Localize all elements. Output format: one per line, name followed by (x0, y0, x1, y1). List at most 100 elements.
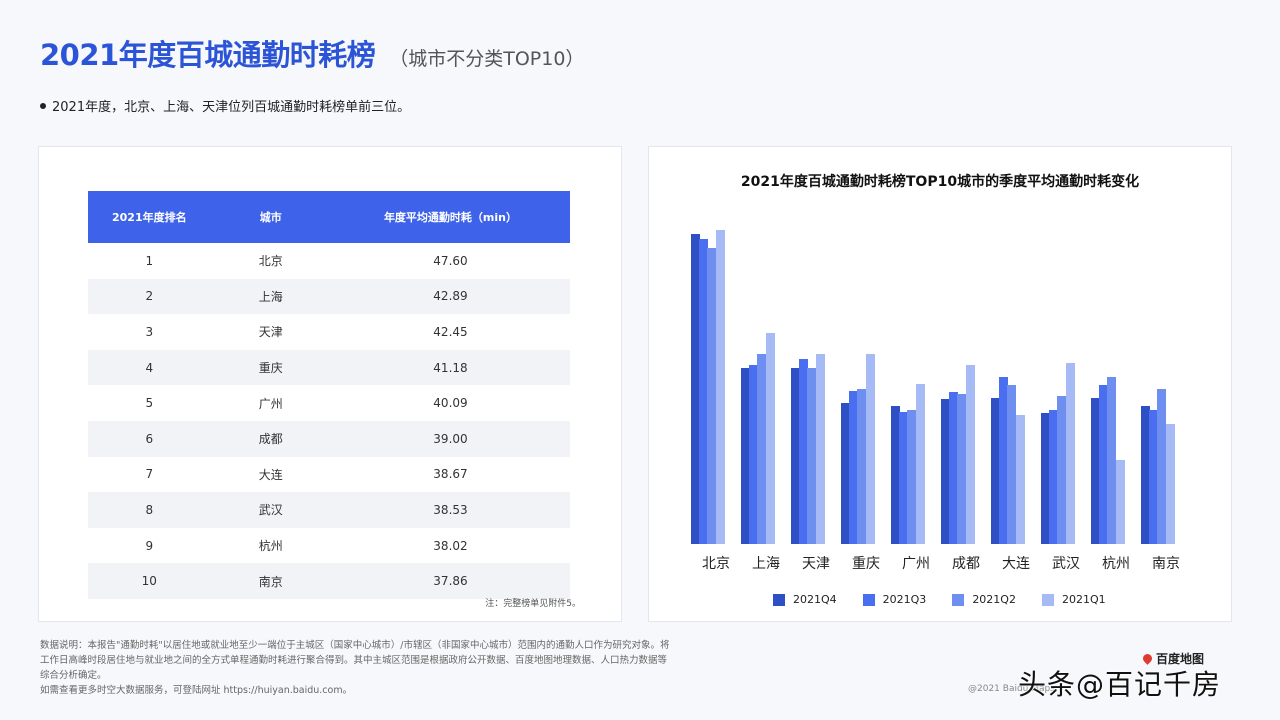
cell-value: 42.45 (433, 324, 468, 339)
legend-label: 2021Q3 (882, 593, 927, 606)
bar-2021Q2 (907, 409, 917, 544)
bar-2021Q4 (1041, 413, 1050, 544)
bar-2021Q2 (807, 368, 817, 544)
bar-2021Q2 (1057, 395, 1067, 544)
bar-group (891, 207, 941, 544)
bar-2021Q2 (1007, 385, 1017, 544)
bar-group (991, 207, 1041, 544)
bar-2021Q1 (865, 354, 875, 544)
x-label: 天津 (802, 556, 830, 572)
data-description: 数据说明：本报告"通勤时耗"以居住地或就业地至少一端位于主城区（国家中心城市）/… (40, 638, 810, 698)
bar-2021Q1 (1065, 362, 1075, 544)
table-row: 1 北京 47.60 (88, 243, 570, 279)
page-title: 2021年度百城通勤时耗榜 （城市不分类TOP10） (40, 32, 584, 74)
bar-chart-plot (691, 207, 1191, 544)
summary-text: 2021年度，北京、上海、天津位列百城通勤时耗榜单前三位。 (52, 100, 411, 115)
legend-swatch-icon (862, 593, 875, 606)
bar-2021Q3 (699, 239, 709, 544)
table-note: 注：完整榜单见附件5。 (485, 599, 581, 609)
cell-value: 38.67 (433, 467, 468, 482)
cell-city: 南京 (210, 563, 331, 599)
bar-2021Q4 (891, 406, 900, 544)
bar-group (841, 207, 891, 544)
cell-value: 39.00 (330, 420, 570, 457)
bar-2021Q4 (941, 399, 950, 544)
bar-group (1041, 207, 1091, 544)
table-row: 5 广州 40.09 (88, 385, 570, 421)
watermark: 头条@百记千房 (1018, 668, 1222, 701)
cell-rank: 2 (88, 278, 211, 315)
cell-value: 38.02 (433, 538, 468, 553)
bar-2021Q3 (1099, 385, 1109, 544)
table-row: 3 天津 42.45 (88, 314, 570, 350)
cell-city: 北京 (258, 254, 283, 269)
table-row: 6 成都 39.00 (88, 420, 570, 457)
cell-value: 38.53 (330, 492, 570, 528)
bar-2021Q1 (1115, 460, 1125, 544)
copyright: @2021 Baidu Maps (968, 684, 1055, 694)
summary-bullet: 2021年度，北京、上海、天津位列百城通勤时耗榜单前三位。 (40, 96, 410, 115)
legend-item: 2021Q2 (952, 593, 1016, 606)
cell-city: 杭州 (258, 539, 283, 554)
legend-item: 2021Q3 (862, 593, 927, 606)
bar-2021Q2 (757, 354, 767, 544)
bar-group (791, 207, 841, 544)
bar-2021Q3 (1149, 409, 1159, 544)
cell-city: 天津 (258, 325, 283, 340)
cell-value: 42.89 (330, 278, 570, 315)
bar-2021Q2 (1107, 376, 1117, 544)
legend-label: 2021Q1 (1061, 593, 1106, 606)
header-rank: 2021年度排名 (88, 191, 211, 243)
bar-2021Q4 (841, 402, 850, 544)
bar-2021Q1 (765, 333, 775, 544)
cell-value: 41.18 (330, 349, 570, 386)
bar-group (1091, 207, 1141, 544)
table-row: 2 上海 42.89 (88, 278, 570, 315)
ranking-table: 2021年度排名 城市 年度平均通勤时耗（min） 1 北京 47.60 2 上海 42.… (88, 191, 570, 599)
cell-value: 40.09 (433, 396, 468, 411)
bullet-dot-icon (40, 102, 46, 109)
footer-line: 工作日高峰时段居住地与就业地之间的全方式单程通勤时耗进行聚合得到。其中主城区范围… (40, 655, 668, 666)
legend-swatch-icon (773, 593, 785, 606)
chart-legend: 2021Q4 2021Q3 2021Q2 2021Q1 (773, 593, 1106, 606)
legend-item: 2021Q4 (773, 593, 837, 606)
bar-2021Q3 (949, 392, 959, 544)
bar-2021Q3 (1049, 409, 1059, 544)
baidu-maps-logo: 百度地图 (1141, 650, 1204, 667)
bar-2021Q3 (799, 359, 809, 544)
footer-line: 综合分析确定。 (40, 670, 107, 681)
x-label: 武汉 (1052, 556, 1080, 572)
table-row: 10 南京 37.86 (88, 563, 570, 599)
bar-2021Q1 (965, 364, 975, 544)
x-label: 南京 (1152, 556, 1180, 572)
cell-value: 37.86 (330, 563, 570, 599)
cell-city: 成都 (210, 420, 331, 457)
bar-2021Q4 (1141, 406, 1150, 544)
bar-group (1141, 207, 1191, 544)
table-header-row: 2021年度排名 城市 年度平均通勤时耗（min） (88, 191, 570, 243)
x-label: 重庆 (852, 556, 880, 572)
x-label: 大连 (1002, 556, 1030, 572)
cell-city: 上海 (210, 278, 331, 315)
legend-swatch-icon (952, 593, 965, 606)
bar-2021Q2 (1157, 388, 1167, 544)
cell-city: 广州 (258, 396, 283, 411)
cell-rank: 7 (145, 467, 154, 482)
bar-2021Q1 (1015, 415, 1025, 544)
x-label: 上海 (752, 556, 780, 572)
legend-label: 2021Q4 (793, 593, 837, 606)
x-axis-labels: 北京 上海 天津 重庆 广州 成都 大连 武汉 杭州 南京 (691, 553, 1191, 573)
bar-2021Q2 (707, 247, 717, 544)
footer-line: 数据说明：本报告"通勤时耗"以居住地或就业地至少一端位于主城区（国家中心城市）/… (40, 640, 670, 651)
table-row: 8 武汉 38.53 (88, 492, 570, 528)
bar-2021Q4 (741, 368, 750, 544)
cell-rank: 5 (145, 396, 154, 411)
table-row: 7 大连 38.67 (88, 457, 570, 493)
ranking-table-card: 2021年度排名 城市 年度平均通勤时耗（min） 1 北京 47.60 2 上海 42.… (38, 146, 622, 622)
bar-2021Q3 (999, 376, 1009, 544)
table-row: 9 杭州 38.02 (88, 528, 570, 564)
x-label: 广州 (902, 556, 930, 572)
cell-value: 47.60 (433, 253, 468, 268)
bar-2021Q2 (857, 388, 867, 544)
bar-2021Q1 (915, 383, 925, 544)
